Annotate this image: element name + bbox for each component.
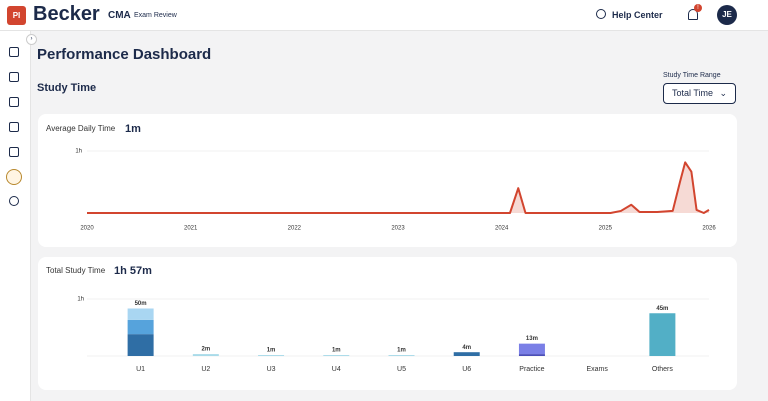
- bar-segment: [192, 354, 219, 356]
- chart: Average Daily Time 1m 1h 2020 2021 2022 2023…: [46, 123, 716, 232]
- x-tick-label: U6: [462, 366, 471, 373]
- performance-icon[interactable]: [6, 169, 22, 185]
- book-icon[interactable]: [9, 147, 19, 157]
- x-tick-label: U1: [136, 366, 145, 373]
- x-tick-label: 2026: [702, 226, 716, 232]
- chart: Total Study Time 1h 57m 1h 50m U1 2m U2 1m U3 1…: [46, 265, 709, 373]
- logo-badge[interactable]: PI: [7, 6, 26, 25]
- bar-segment: [518, 354, 545, 356]
- clipboard-icon[interactable]: [9, 122, 19, 132]
- bar-segment: [127, 334, 154, 356]
- bar-segment: [127, 319, 154, 335]
- line: [87, 161, 710, 214]
- help-center[interactable]: Help Center: [612, 10, 663, 20]
- bar-segment: [649, 313, 676, 356]
- x-tick-label: Practice: [519, 366, 544, 373]
- x-tick-label: U3: [267, 366, 276, 373]
- avatar[interactable]: JE: [717, 5, 737, 25]
- x-tick-label: U2: [201, 366, 210, 373]
- x-tick-label: U4: [332, 366, 341, 373]
- value-label: 1m: [267, 348, 276, 354]
- x-tick-label: Others: [652, 366, 674, 373]
- range-select[interactable]: Total Time ⌄: [663, 83, 736, 104]
- chevron: ⌄: [719, 88, 727, 98]
- bar-segment: [388, 355, 415, 356]
- product-sub: Exam Review: [134, 12, 177, 19]
- x-tick-label: 2022: [288, 226, 302, 232]
- top-bar: PI Becker CMA Exam Review Help Center ! …: [0, 0, 768, 31]
- bar-segment: [258, 355, 285, 356]
- bar-segment: [127, 308, 154, 320]
- value-label: 13m: [526, 336, 538, 342]
- search-icon[interactable]: [9, 196, 19, 206]
- bell-icon[interactable]: [688, 9, 698, 20]
- card: Total Study Time 1h 57m 1h 50m U1 2m U2 1m U3 1…: [38, 257, 737, 390]
- range-label: Study Time Range: [663, 72, 721, 79]
- bar-segment: [518, 343, 545, 355]
- calendar-icon[interactable]: [9, 72, 19, 82]
- x-tick-label: Exams: [586, 366, 608, 373]
- x-tick-label: 2025: [599, 226, 613, 232]
- value-label: 2m: [201, 347, 210, 353]
- y-tick-label: 1h: [77, 297, 84, 303]
- x-tick-label: 2021: [184, 226, 198, 232]
- home-icon[interactable]: [9, 47, 19, 57]
- x-tick-label: 2023: [391, 226, 405, 232]
- x-tick-label: 2020: [80, 226, 94, 232]
- page-title: Performance Dashboard: [37, 46, 212, 63]
- x-tick-label: U5: [397, 366, 406, 373]
- range-value: Total Time: [672, 88, 714, 98]
- help-icon[interactable]: [596, 9, 606, 19]
- value-label: 4m: [462, 345, 471, 351]
- sidebar: [0, 31, 31, 401]
- tasks-icon[interactable]: [9, 97, 19, 107]
- chart-summary: 1m: [125, 123, 141, 135]
- x-tick-label: 2024: [495, 226, 509, 232]
- product: CMA: [108, 10, 131, 21]
- y-tick-label: 1h: [75, 149, 82, 155]
- chart-title: Average Daily Time: [46, 124, 116, 133]
- expand-toggle[interactable]: ›: [26, 34, 37, 45]
- value-label: 1m: [332, 348, 341, 354]
- bar-segment: [323, 355, 350, 356]
- value-label: 50m: [135, 301, 147, 307]
- bar-segment: [453, 352, 480, 356]
- brand[interactable]: Becker: [33, 3, 100, 25]
- value-label: 1m: [397, 348, 406, 354]
- section-title: Study Time: [37, 82, 97, 94]
- chart-summary: 1h 57m: [114, 265, 152, 277]
- notification-badge: !: [694, 4, 702, 12]
- value-label: 45m: [656, 306, 668, 312]
- card: Average Daily Time 1m 1h 2020 2021 2022 2023…: [38, 114, 737, 247]
- area: [87, 162, 709, 213]
- chart-title: Total Study Time: [46, 266, 106, 275]
